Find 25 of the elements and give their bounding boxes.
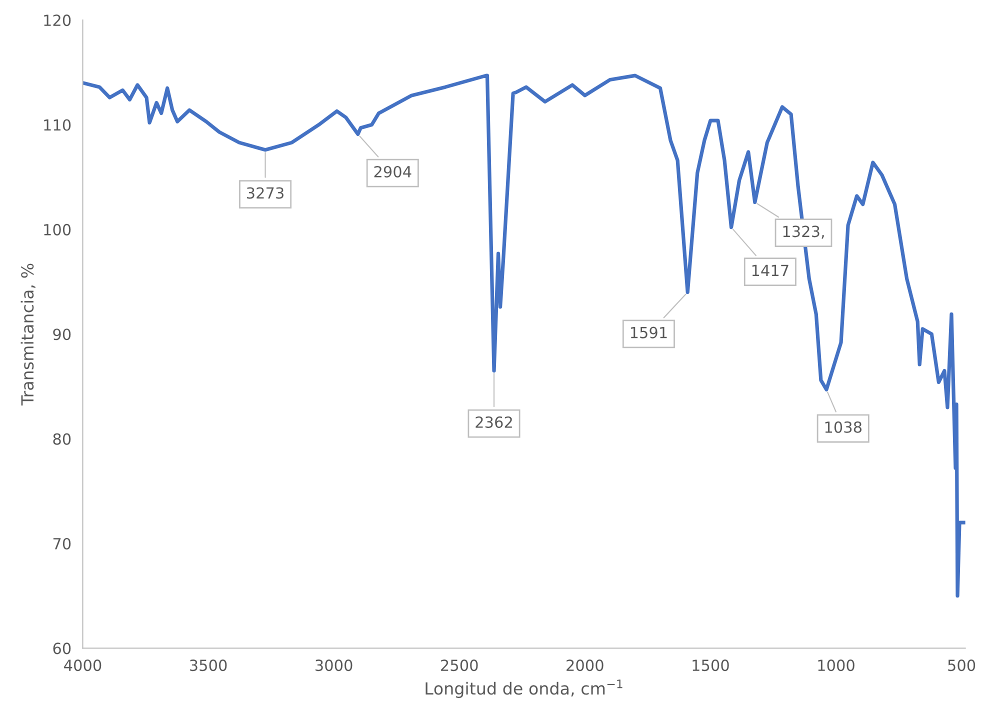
x-tick-label: 2000 bbox=[566, 660, 604, 672]
annotation: 1417 bbox=[752, 264, 788, 276]
annotation: 2362 bbox=[476, 416, 512, 428]
x-axis-title: Longitud de onda, cm$^{−1}$ bbox=[426, 680, 622, 698]
x-tick-label: 500 bbox=[948, 660, 976, 672]
y-tick-label: 90 bbox=[53, 328, 71, 340]
y-axis-title: Transmitancia, % bbox=[20, 264, 36, 406]
x-tick-label: 1500 bbox=[692, 660, 729, 672]
y-tick-label: 80 bbox=[53, 433, 71, 445]
y-tick-label: 120 bbox=[44, 14, 71, 26]
y-tick-label: 110 bbox=[44, 119, 71, 131]
y-tick-label: 100 bbox=[44, 224, 71, 236]
line-series bbox=[82, 74, 966, 598]
annotation: 1591 bbox=[630, 326, 667, 338]
x-tick-label: 1000 bbox=[818, 660, 854, 672]
x-tick-label: 3000 bbox=[316, 660, 352, 672]
annotation: 2904 bbox=[374, 166, 412, 178]
annotation: 1323, bbox=[783, 226, 824, 239]
x-tick-label: 3500 bbox=[190, 660, 227, 672]
y-tick-label: 60 bbox=[53, 642, 71, 654]
annotation: 1038 bbox=[825, 421, 862, 433]
x-tick-label: 2500 bbox=[441, 660, 478, 672]
annotation: 3273 bbox=[247, 187, 284, 199]
x-tick-label: 4000 bbox=[64, 660, 102, 672]
y-tick-label: 70 bbox=[53, 538, 71, 550]
